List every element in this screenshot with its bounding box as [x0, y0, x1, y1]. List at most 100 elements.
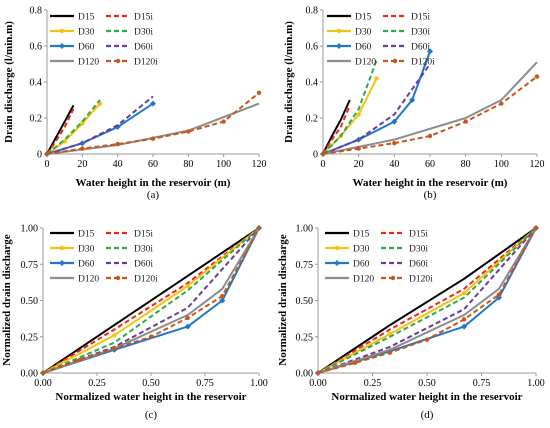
data-point-d120i	[150, 136, 156, 141]
data-point-d120i	[148, 334, 154, 339]
data-point-d60	[219, 297, 226, 304]
legend-label-d120: D120	[78, 58, 99, 68]
chart-panel-a: 0 20 40 60 80 100 120 0 0.2 0.4 0.6 0.8 Water height…	[3, 6, 267, 202]
legend-marker-d120i	[115, 58, 121, 64]
data-point-d120i	[387, 350, 393, 355]
x-tick-label: 0.00	[309, 378, 327, 389]
legend-label-d60: D60	[78, 260, 95, 270]
legend-label-d15i: D15i	[134, 230, 153, 240]
series-line-d15	[317, 227, 537, 374]
x-tick-label: 60	[425, 159, 435, 170]
series-line-d30i	[322, 60, 378, 155]
x-tick-label: 20	[354, 159, 364, 170]
y-tick-label: 0.75	[21, 260, 39, 271]
legend-label-d120i: D120i	[134, 275, 158, 285]
x-tick-label: 0.50	[418, 378, 436, 389]
data-point-d60	[391, 118, 398, 125]
data-point-d30	[62, 139, 67, 144]
series-line-d30i	[46, 99, 101, 155]
series-line-d15i	[317, 227, 537, 374]
panel-caption: (d)	[421, 409, 434, 421]
legend-label-d60i: D60i	[134, 260, 153, 270]
y-tick-label: 0.6	[306, 42, 319, 53]
series-line-d60i	[46, 95, 154, 155]
data-point-d30	[112, 333, 117, 338]
legend-label-d60i: D60i	[411, 43, 430, 53]
y-tick-label: 0.25	[21, 332, 39, 343]
data-point-d120i	[315, 370, 321, 376]
x-tick-label: 100	[494, 159, 509, 170]
x-tick-label: 0.75	[473, 378, 491, 389]
legend: D15 D15i D30 D30i D60 D60i D120 D120i	[50, 230, 158, 285]
x-tick-label: 40	[389, 159, 399, 170]
x-tick-label: 0.50	[142, 378, 160, 389]
y-tick-label: 0.00	[296, 369, 314, 380]
y-tick-label: 0.00	[21, 369, 39, 380]
data-point-d60	[409, 97, 416, 103]
data-point-d120i	[220, 293, 225, 299]
y-tick-label: 1.00	[296, 224, 314, 235]
legend-label-d30: D30	[353, 245, 370, 255]
x-axis-title: Normalized water height in the reservoir	[55, 391, 246, 403]
data-point-d120i	[461, 317, 467, 322]
data-point-d60	[184, 323, 191, 330]
legend-label-d30i: D30i	[409, 245, 428, 255]
data-point-d30	[374, 76, 379, 81]
data-point-d120i	[427, 133, 433, 139]
series-line-d60i	[42, 227, 260, 374]
legend: D15 D15i D30 D30i D60 D60i D120 D120i	[327, 13, 435, 68]
data-point-d30	[387, 331, 393, 337]
legend-marker-d60	[334, 260, 340, 266]
data-point-d120i	[499, 101, 504, 106]
series-line-d15	[42, 227, 260, 374]
data-point-d120i	[392, 141, 397, 146]
series-line-d30i	[317, 227, 537, 374]
legend-label-d60: D60	[353, 260, 370, 270]
panel-caption: (c)	[145, 409, 158, 421]
panel-caption: (a)	[147, 189, 160, 201]
y-tick-label: 0.2	[306, 114, 319, 125]
data-point-d120i	[463, 119, 468, 124]
y-tick-label: 0.50	[21, 296, 39, 307]
legend-label-d30i: D30i	[411, 28, 430, 38]
x-axis-title: Water height in the reservoir (m)	[76, 177, 231, 189]
legend-label-d15i: D15i	[409, 230, 428, 240]
legend-label-d15: D15	[78, 13, 95, 23]
series-line-d120	[322, 61, 538, 155]
legend-label-d15: D15	[78, 230, 95, 240]
x-tick-label: 100	[216, 159, 231, 170]
data-point-d30	[461, 291, 467, 296]
series-line-d15	[46, 104, 75, 155]
panel-caption: (b)	[424, 189, 437, 201]
legend-marker-d120i	[115, 275, 121, 281]
y-tick-label: 0	[313, 150, 318, 161]
data-point-d120i	[44, 151, 50, 157]
data-point-d120i	[40, 370, 46, 376]
legend-marker-d60	[336, 43, 342, 49]
x-tick-label: 0.75	[196, 378, 214, 389]
legend-label-d60: D60	[78, 43, 95, 53]
y-tick-label: 0.8	[30, 6, 43, 17]
y-tick-label: 0.25	[296, 332, 314, 343]
x-tick-label: 1.00	[250, 378, 268, 389]
data-point-d120i	[534, 74, 540, 79]
data-point-d120i	[320, 151, 326, 157]
legend-label-d30: D30	[78, 245, 95, 255]
legend-marker-d120i	[392, 58, 398, 64]
y-axis-title: Normalized drain discharge	[1, 234, 13, 365]
data-point-d120i	[496, 292, 502, 297]
y-tick-label: 1.00	[21, 224, 39, 235]
data-point-d120i	[352, 360, 358, 366]
legend-marker-d30	[334, 245, 340, 251]
data-point-d120i	[80, 146, 85, 151]
x-tick-label: 0	[45, 159, 50, 170]
data-point-d120i	[77, 357, 82, 363]
legend-marker-d30	[59, 245, 65, 251]
legend-label-d120: D120	[78, 275, 99, 285]
legend-label-d120i: D120i	[409, 275, 433, 285]
series-line-d30i	[42, 227, 260, 374]
legend-label-d120i: D120i	[411, 58, 435, 68]
y-tick-label: 0.50	[296, 296, 314, 307]
series-line-d30	[42, 227, 260, 374]
